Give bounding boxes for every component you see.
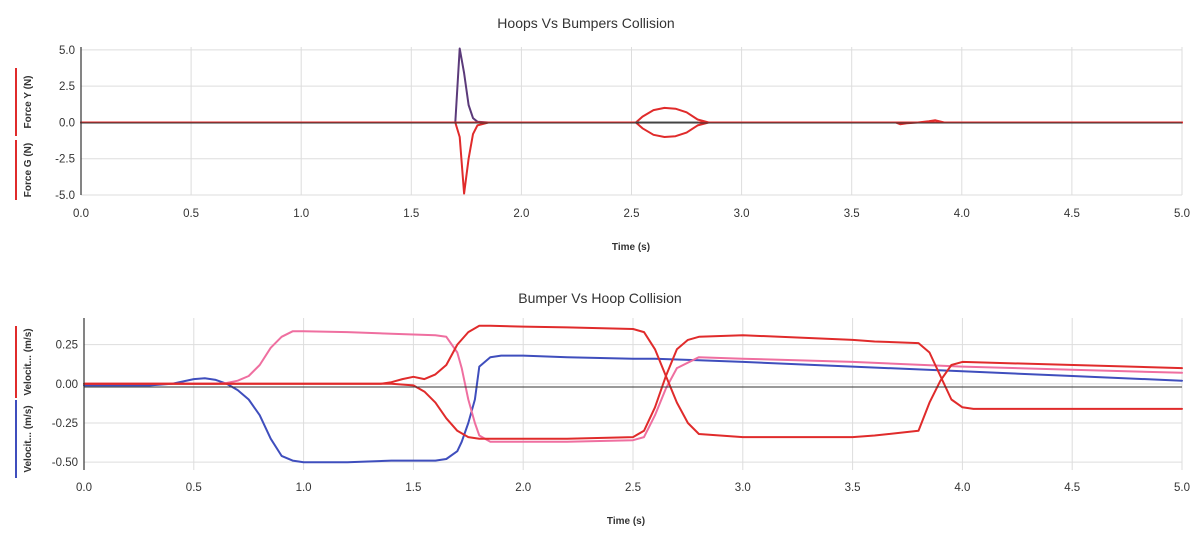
x-tick-label: 4.5 — [1064, 208, 1080, 220]
x-tick-label: 5.0 — [1174, 482, 1190, 494]
y-axis-label-velocity-blue: Velocit... (m/s) — [15, 400, 34, 478]
y-axis-label-force-g: Force G (N) — [15, 140, 34, 200]
grid — [80, 47, 1183, 196]
y-tick-label: 0.0 — [59, 117, 75, 129]
y-tick-label: 5.0 — [59, 45, 75, 57]
y-axis-label-text: Force G (N) — [23, 143, 34, 197]
chart-title: Hoops Vs Bumpers Collision — [497, 15, 674, 31]
x-tick-label: 4.0 — [954, 208, 970, 220]
series-line-2 — [80, 106, 1183, 124]
y-tick-label: 2.5 — [59, 81, 75, 93]
y-tick-label: -0.50 — [52, 457, 78, 469]
x-tick-label: 5.0 — [1174, 208, 1190, 220]
x-tick-label: 0.5 — [186, 482, 202, 494]
y-tick-label: 0.25 — [56, 340, 78, 352]
grid — [83, 318, 1183, 470]
x-tick-label: 4.5 — [1064, 482, 1080, 494]
x-tick-label: 1.0 — [296, 482, 312, 494]
series-line-3 — [80, 121, 1183, 138]
x-tick-label: 2.5 — [625, 482, 641, 494]
y-tick-label: -0.25 — [52, 418, 78, 430]
series-line-2 — [83, 324, 1183, 439]
y-axis-label-text: Velocit... (m/s) — [23, 328, 34, 395]
x-tick-label: 3.0 — [734, 208, 750, 220]
x-tick-label: 3.5 — [845, 482, 861, 494]
x-tick-label: 0.5 — [183, 208, 199, 220]
x-tick-label: 1.5 — [403, 208, 419, 220]
y-axis-label-text: Force Y (N) — [23, 76, 34, 129]
x-tick-label: 1.0 — [293, 208, 309, 220]
series-line-3 — [83, 334, 1183, 440]
series-line-0 — [83, 354, 1183, 464]
x-tick-label: 2.0 — [513, 208, 529, 220]
x-tick-label: 2.5 — [624, 208, 640, 220]
x-tick-label: 2.0 — [515, 482, 531, 494]
velocity-chart: Bumper Vs Hoop Collision 0.0 0.5 1.0 1.5 2.0… — [15, 290, 1190, 527]
y-axis-label-text: Velocit... (m/s) — [23, 405, 34, 472]
chart-title: Bumper Vs Hoop Collision — [518, 290, 681, 306]
x-tick-label: 3.0 — [735, 482, 751, 494]
y-axis-label-velocity-red: Velocit... (m/s) — [15, 326, 34, 398]
x-tick-label: 3.5 — [844, 208, 860, 220]
y-tick-label: -2.5 — [55, 154, 75, 166]
series-group — [83, 324, 1183, 464]
x-axis-label: Time (s) — [607, 516, 645, 527]
y-axis-label-force-y: Force Y (N) — [15, 68, 34, 136]
tick-labels: 0.0 0.5 1.0 1.5 2.0 2.5 3.0 3.5 4.0 4.5 5.0 0.25 0.0… — [52, 340, 1190, 494]
force-chart: Hoops Vs Bumpers Collision 0.0 0.5 1.0 1.5 2… — [15, 15, 1190, 253]
x-axis-label: Time (s) — [612, 242, 650, 253]
x-tick-label: 0.0 — [76, 482, 92, 494]
x-tick-label: 1.5 — [405, 482, 421, 494]
y-tick-label: -5.0 — [55, 190, 75, 202]
y-tick-label: 0.00 — [56, 379, 78, 391]
series-line-1 — [83, 330, 1183, 443]
x-tick-label: 4.0 — [954, 482, 970, 494]
tick-labels: 0.0 0.5 1.0 1.5 2.0 2.5 3.0 3.5 4.0 4.5 5.0 5.0 2.5 0… — [55, 45, 1190, 220]
x-tick-label: 0.0 — [73, 208, 89, 220]
